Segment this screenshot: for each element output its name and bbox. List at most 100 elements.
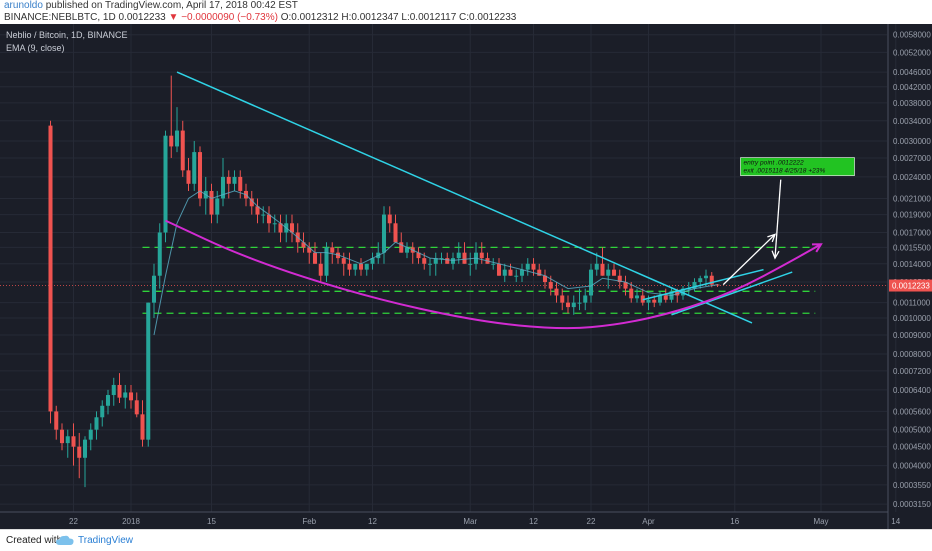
candle bbox=[600, 247, 605, 276]
candle bbox=[71, 423, 76, 466]
candle-body bbox=[220, 176, 226, 199]
candle-body bbox=[353, 263, 358, 270]
y-tick-label: 0.0046000 bbox=[893, 68, 931, 77]
candle bbox=[427, 258, 433, 276]
candle bbox=[514, 269, 519, 283]
tradingview-brand[interactable]: TradingView bbox=[78, 535, 134, 546]
candle-body bbox=[416, 252, 421, 259]
candle bbox=[542, 269, 548, 289]
author-link[interactable]: arunoldo bbox=[4, 0, 43, 11]
candle-body bbox=[174, 130, 180, 147]
candle-body bbox=[462, 252, 467, 264]
x-tick-label: 15 bbox=[207, 517, 216, 526]
candle bbox=[341, 252, 346, 276]
candle bbox=[450, 252, 456, 270]
candle-body bbox=[197, 152, 203, 199]
candle-body bbox=[347, 263, 352, 270]
y-tick-label: 0.0004000 bbox=[893, 462, 931, 471]
candle-body bbox=[157, 232, 162, 276]
entry-arrow-shaft bbox=[774, 179, 782, 259]
candle-body bbox=[163, 135, 168, 233]
x-tick-label: Apr bbox=[642, 517, 655, 526]
candle-body bbox=[186, 170, 191, 184]
candle bbox=[416, 247, 421, 264]
y-tick-label: 0.0017000 bbox=[893, 228, 931, 237]
candle bbox=[140, 400, 145, 447]
candle bbox=[358, 258, 364, 276]
candle-body bbox=[525, 263, 530, 270]
candle-body bbox=[634, 295, 640, 299]
candle bbox=[232, 170, 237, 191]
candle-body bbox=[531, 263, 536, 270]
candle bbox=[554, 282, 559, 303]
candle-body bbox=[519, 269, 525, 276]
candle bbox=[88, 423, 93, 451]
candle-body bbox=[594, 263, 599, 270]
symbol-label: BINANCE:NEBLBTC, 1D 0.0012233 bbox=[4, 12, 169, 23]
candle bbox=[174, 107, 180, 153]
candle bbox=[606, 263, 611, 289]
created-with-label: Created with bbox=[6, 535, 63, 546]
candle-body bbox=[105, 395, 111, 406]
y-tick-label: 0.0008000 bbox=[893, 350, 931, 359]
down-arrow-icon: ▼ bbox=[168, 12, 179, 23]
x-tick-label: May bbox=[813, 517, 828, 526]
candle-body bbox=[646, 299, 651, 303]
candle-body bbox=[71, 436, 76, 447]
candle-body bbox=[514, 275, 519, 277]
candle bbox=[289, 214, 295, 243]
candle bbox=[571, 295, 576, 315]
candle-body bbox=[456, 252, 461, 259]
candle-body bbox=[445, 258, 450, 264]
ohlc-values: O:0.0012312 H:0.0012347 L:0.0012117 C:0.… bbox=[277, 12, 517, 23]
publish-line: arunoldo published on TradingView.com, A… bbox=[4, 0, 298, 12]
candle-body bbox=[439, 258, 444, 260]
candle bbox=[192, 140, 197, 191]
candle bbox=[623, 275, 628, 296]
candle-body bbox=[450, 258, 456, 264]
candle-body bbox=[571, 302, 576, 308]
candle-body bbox=[215, 198, 220, 215]
price-chart[interactable]: 0.0058000 0.0052000 0.0046000 0.0042000 0.00… bbox=[0, 24, 932, 529]
candle bbox=[180, 120, 185, 177]
x-tick-label: 22 bbox=[69, 517, 78, 526]
candle-body bbox=[692, 282, 697, 289]
chart-panel[interactable]: 0.0058000 0.0052000 0.0046000 0.0042000 0.00… bbox=[0, 24, 932, 529]
channel-upper-line bbox=[642, 268, 764, 301]
candle bbox=[134, 392, 139, 418]
y-tick-label: 0.0019000 bbox=[893, 211, 931, 220]
candle-body bbox=[548, 282, 553, 289]
candle-body bbox=[140, 414, 145, 440]
y-tick-label: 0.0004500 bbox=[893, 443, 931, 452]
chart-background bbox=[0, 24, 932, 529]
candle-body bbox=[192, 152, 197, 184]
candle bbox=[123, 384, 128, 409]
y-tick-label: 0.0009000 bbox=[893, 331, 931, 340]
candle-body bbox=[65, 436, 70, 444]
candle bbox=[439, 252, 444, 264]
candle bbox=[226, 170, 231, 199]
candle bbox=[479, 242, 484, 264]
candle bbox=[146, 302, 151, 447]
candle bbox=[663, 288, 668, 303]
candle-body bbox=[324, 247, 329, 276]
candle-body bbox=[709, 275, 714, 285]
publish-header: arunoldo published on TradingView.com, A… bbox=[0, 0, 932, 24]
target-arrow-head bbox=[767, 233, 777, 243]
candle bbox=[433, 252, 438, 276]
candle bbox=[370, 252, 375, 270]
last-price-badge bbox=[889, 279, 932, 292]
candle bbox=[560, 288, 565, 311]
candle bbox=[364, 263, 369, 276]
candle bbox=[48, 120, 53, 424]
candle bbox=[353, 263, 358, 276]
annotation-box bbox=[740, 157, 855, 176]
candle bbox=[94, 411, 99, 440]
candle-body bbox=[77, 446, 82, 458]
candle-body bbox=[82, 439, 88, 458]
y-tick-label: 0.0003150 bbox=[893, 500, 931, 509]
candle-body bbox=[226, 176, 231, 184]
candle-body bbox=[370, 258, 375, 264]
candle-body bbox=[663, 295, 668, 300]
candle-body bbox=[232, 176, 237, 184]
